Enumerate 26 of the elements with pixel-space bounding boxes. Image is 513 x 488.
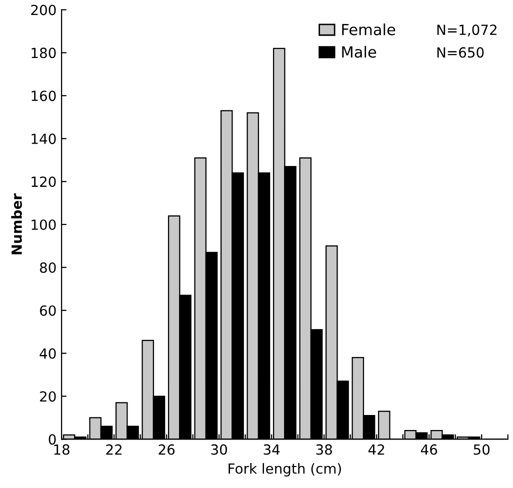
x-tick-label: 34 (264, 444, 280, 455)
legend-label: Male (342, 46, 376, 58)
y-tick-label: 20 (40, 391, 56, 402)
y-tick-label: 160 (32, 90, 56, 102)
x-tick-label: 30 (211, 444, 227, 455)
x-tick-label: 18 (54, 444, 70, 455)
y-tick-label: 180 (32, 48, 56, 58)
x-tick-label: 38 (316, 444, 332, 455)
annotation: N=650 (437, 47, 484, 58)
y-tick-label: 140 (32, 134, 56, 144)
x-tick-label: 46 (420, 444, 438, 455)
x-tick-label: 22 (106, 444, 122, 455)
x-axis-title: Fork length (cm) (228, 463, 341, 476)
y-tick-label: 40 (40, 348, 56, 359)
x-tick-label: 50 (474, 444, 490, 455)
legend-label: Female (342, 24, 396, 36)
y-tick-label: 100 (32, 219, 56, 230)
x-tick-label: 42 (368, 444, 384, 455)
x-tick-label: 26 (158, 444, 175, 455)
y-tick-label: 200 (31, 4, 56, 16)
y-tick-label: 0 (48, 434, 56, 445)
y-tick-label: 80 (40, 262, 56, 273)
annotation: N=1,072 (437, 24, 496, 36)
y-axis-title: Number (11, 193, 22, 254)
y-tick-label: 120 (32, 176, 56, 188)
y-tick-label: 60 (40, 305, 56, 316)
